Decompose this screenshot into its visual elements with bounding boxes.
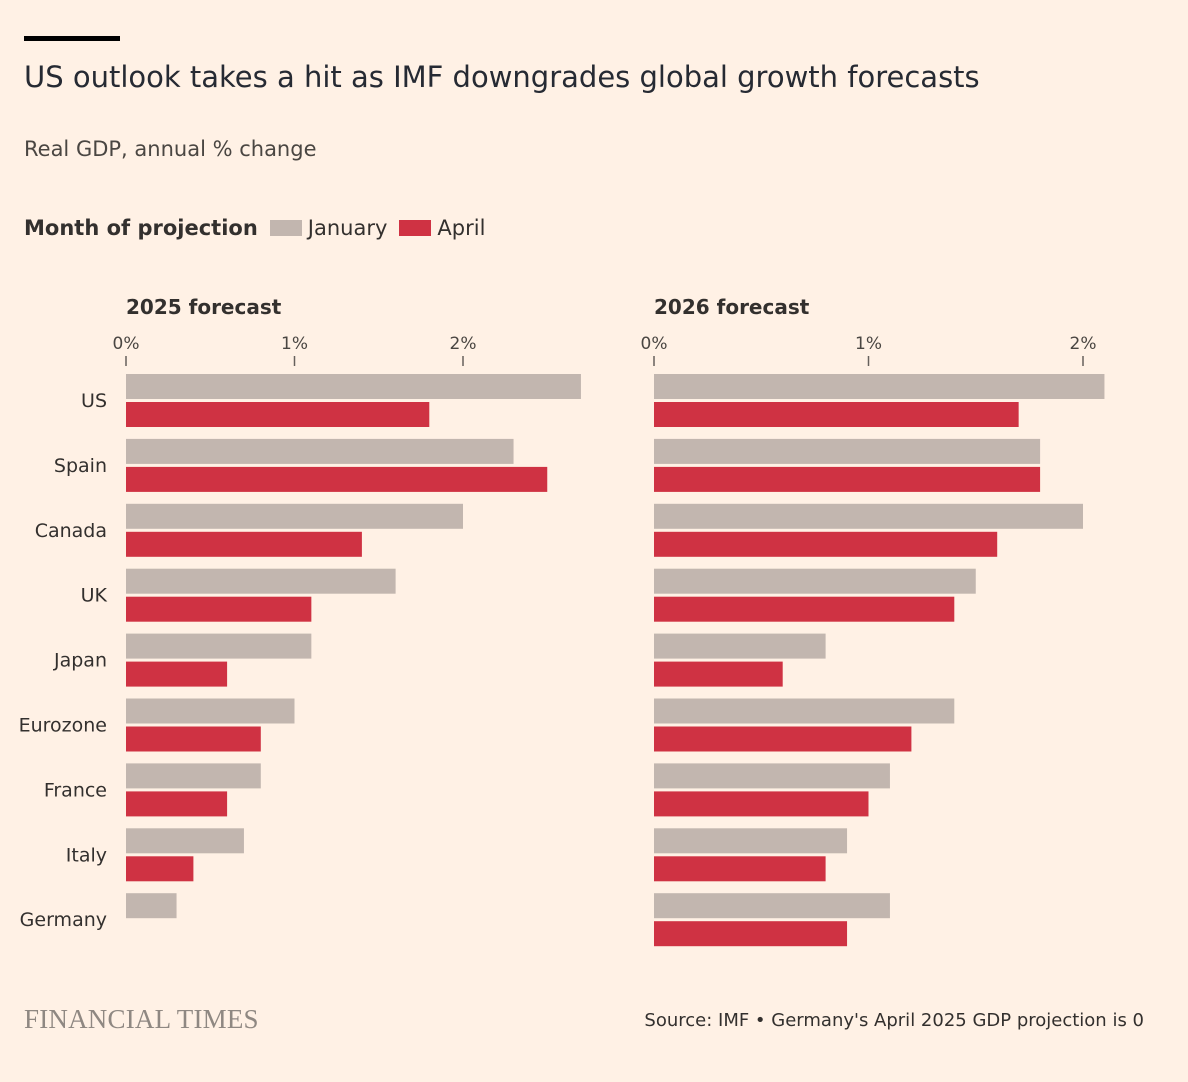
tick-label-2026-1: 1%: [855, 334, 882, 354]
bar-2026-us-april: [654, 402, 1019, 427]
tick-label-2026-2: 2%: [1070, 334, 1097, 354]
bar-2026-spain-april: [654, 466, 1041, 492]
tick-label-2025-1: 1%: [281, 334, 308, 354]
bar-2025-canada-january: [126, 503, 463, 529]
bar-2025-germany-january: [126, 893, 177, 919]
bar-2026-canada-april: [654, 531, 998, 557]
bar-2025-france-april: [126, 791, 228, 817]
top-rule: [24, 36, 120, 41]
legend-label-april: April: [437, 216, 486, 240]
category-label-canada: Canada: [35, 520, 107, 542]
legend-swatch-april: [399, 220, 432, 236]
bar-2026-france-april: [654, 791, 869, 817]
ft-logo: FINANCIAL TIMES: [24, 1004, 259, 1034]
bar-2026-japan-april: [654, 661, 783, 687]
bar-2025-eurozone-january: [126, 698, 295, 724]
legend-title: Month of projection: [24, 216, 258, 240]
bar-2025-italy-january: [126, 828, 244, 854]
chart-title: US outlook takes a hit as IMF downgrades…: [24, 60, 980, 94]
panel-title-2025: 2025 forecast: [126, 295, 282, 319]
bar-2025-us-january: [126, 374, 581, 399]
category-label-italy: Italy: [66, 844, 107, 866]
bar-2025-us-april: [126, 402, 430, 427]
tick-label-2025-2: 2%: [450, 334, 477, 354]
bar-2025-uk-january: [126, 568, 396, 594]
bar-2026-italy-april: [654, 856, 826, 882]
category-label-germany: Germany: [20, 909, 107, 931]
bar-2026-uk-april: [654, 596, 955, 622]
bar-2025-canada-april: [126, 531, 362, 557]
legend-swatch-january: [269, 220, 302, 236]
legend-item-april: April: [399, 216, 485, 240]
bar-2026-germany-april: [654, 921, 848, 947]
category-label-spain: Spain: [54, 455, 107, 477]
bar-2025-eurozone-april: [126, 726, 261, 752]
legend: Month of projection January April: [24, 213, 497, 243]
bar-2025-france-january: [126, 763, 261, 789]
legend-label-january: January: [307, 216, 388, 240]
category-label-eurozone: Eurozone: [19, 715, 107, 737]
tick-label-2025-0: 0%: [113, 334, 140, 354]
bar-2025-spain-january: [126, 438, 514, 464]
category-label-uk: UK: [81, 585, 108, 607]
bar-2026-eurozone-january: [654, 698, 955, 724]
bar-2026-italy-january: [654, 828, 848, 854]
source-note: Source: IMF • Germany's April 2025 GDP p…: [644, 1010, 1144, 1031]
bar-2026-eurozone-april: [654, 726, 912, 752]
bar-2026-germany-january: [654, 893, 890, 919]
category-label-us: US: [81, 390, 107, 412]
bar-2025-italy-april: [126, 856, 194, 882]
chart-subtitle: Real GDP, annual % change: [24, 137, 317, 161]
bar-2026-japan-january: [654, 633, 826, 659]
bar-2026-us-january: [654, 374, 1105, 399]
bar-2026-france-january: [654, 763, 890, 789]
bar-2025-uk-april: [126, 596, 312, 622]
legend-item-january: January: [269, 216, 388, 240]
bar-2025-japan-april: [126, 661, 228, 687]
bar-2026-canada-january: [654, 503, 1083, 529]
bar-2025-japan-january: [126, 633, 312, 659]
category-label-france: France: [44, 779, 107, 801]
tick-label-2026-0: 0%: [641, 334, 668, 354]
bar-2026-spain-january: [654, 438, 1041, 464]
bar-2025-spain-april: [126, 466, 548, 492]
category-label-japan: Japan: [53, 650, 107, 672]
bar-2026-uk-january: [654, 568, 976, 594]
panel-title-2026: 2026 forecast: [654, 295, 810, 319]
